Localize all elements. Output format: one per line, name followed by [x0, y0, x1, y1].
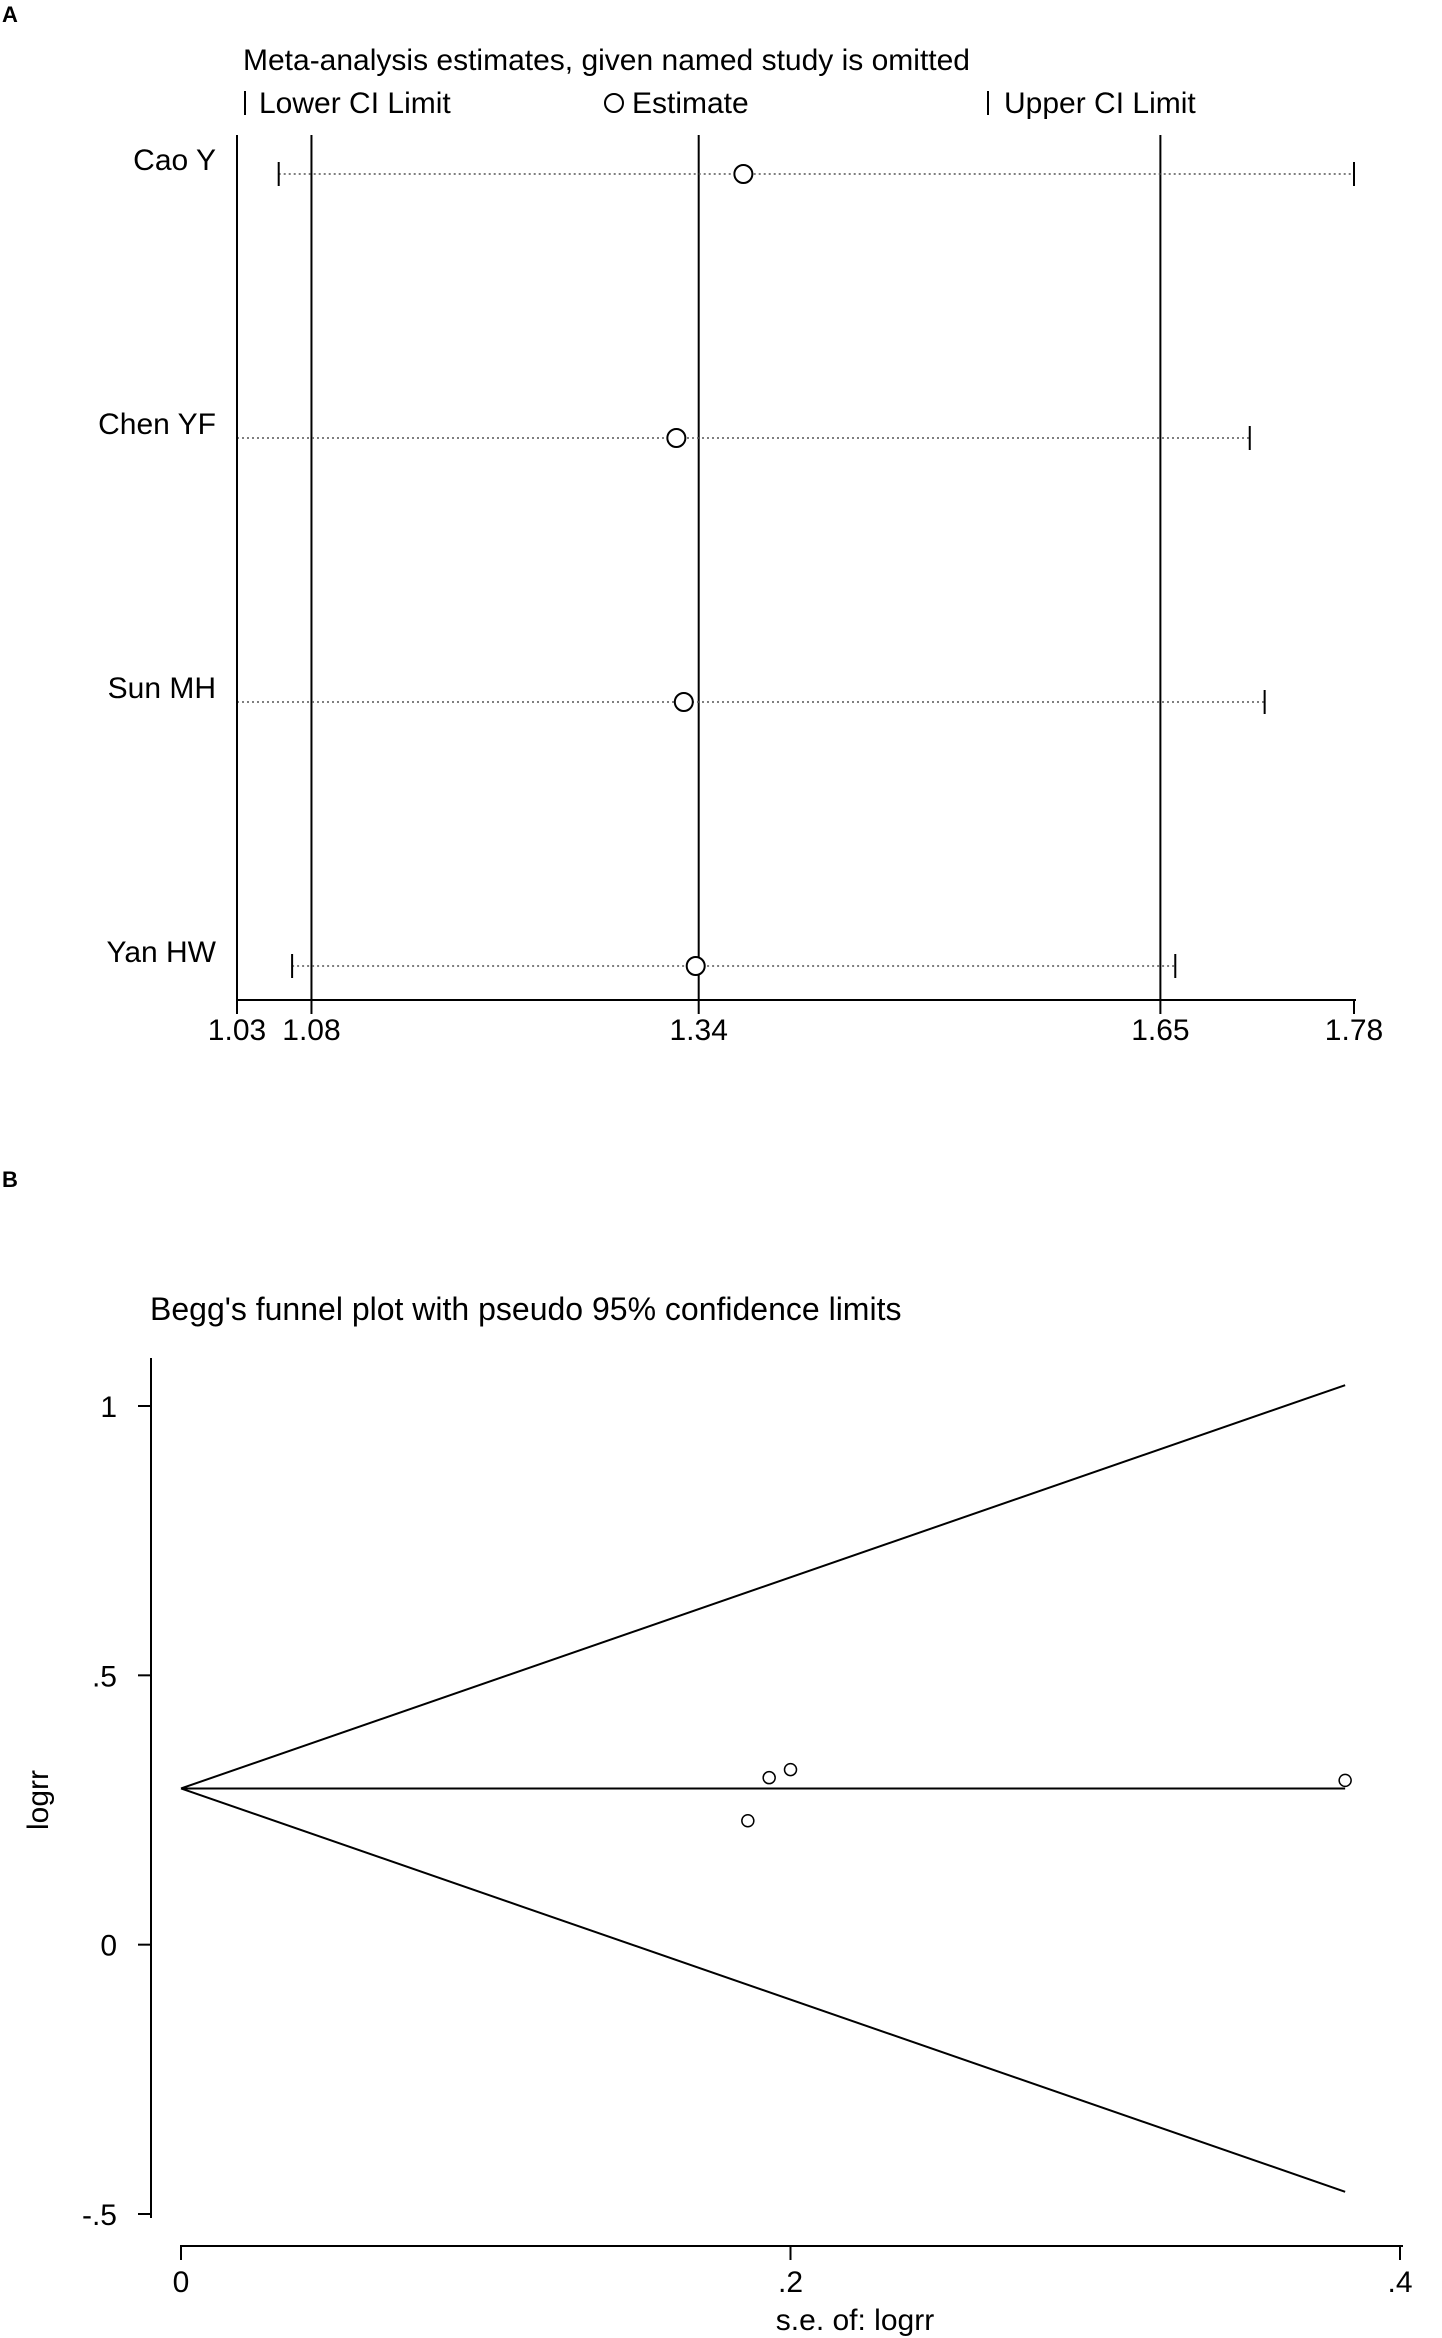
panel-a-x-ticks: 1.03 1.08 1.34 1.65 1.78	[208, 1000, 1383, 1047]
x-tick-label: 1.08	[282, 1014, 340, 1047]
panel-a-title: Meta-analysis estimates, given named stu…	[243, 44, 970, 77]
estimate-point	[673, 692, 694, 712]
panel-b-x-label: s.e. of: logrr	[776, 2304, 934, 2337]
panel-a-reference-lines	[310, 135, 1162, 1000]
y-tick-label: -.5	[82, 2199, 117, 2232]
panel-b-y-label: logrr	[22, 1770, 55, 1830]
y-tick-label: 1	[100, 1391, 117, 1424]
panel-b: B Begg's funnel plot with pseudo 95% con…	[2, 1167, 1413, 2337]
legend-upper-label: Upper CI Limit	[1004, 87, 1196, 120]
panel-b-y-ticks: -.5 0 .5 1	[82, 1391, 151, 2232]
panel-b-x-ticks: 0 .2 .4	[173, 2246, 1413, 2299]
lower-confidence-limit-line	[180, 1787, 1346, 2193]
upper-confidence-limit-line	[180, 1384, 1346, 1790]
study-point	[741, 1814, 755, 1828]
panel-letter-b: B	[2, 1167, 18, 1192]
x-tick-label: 1.65	[1131, 1014, 1189, 1047]
y-tick-label: .5	[92, 1660, 117, 1693]
study-point	[762, 1770, 776, 1785]
x-tick-label: 1.03	[208, 1014, 266, 1047]
study-row: Yan HW	[107, 936, 1177, 978]
x-tick-label: 0	[173, 2266, 190, 2299]
legend-lower-label: Lower CI Limit	[259, 87, 451, 120]
study-point	[783, 1762, 798, 1777]
estimate-point	[685, 956, 706, 976]
estimate-point	[666, 428, 687, 448]
study-row: Cao Y	[133, 144, 1355, 186]
panel-b-points	[741, 1762, 1352, 1828]
panel-a: A Meta-analysis estimates, given named s…	[2, 2, 1383, 1047]
study-label: Chen YF	[98, 408, 216, 441]
legend-estimate-marker	[604, 93, 624, 113]
legend-estimate-label: Estimate	[632, 87, 749, 120]
study-label: Cao Y	[133, 144, 216, 177]
x-tick-label: 1.78	[1325, 1014, 1383, 1047]
estimate-point	[733, 164, 754, 184]
x-tick-label: .4	[1387, 2266, 1412, 2299]
panel-a-legend: Lower CI Limit Estimate Upper CI Limit	[244, 87, 1196, 120]
panel-b-funnel-lines	[180, 1384, 1346, 2193]
panel-a-rows: Cao Y Chen YF Sun MH Yan HW	[98, 144, 1355, 978]
study-row: Chen YF	[98, 408, 1251, 450]
x-tick-label: 1.34	[669, 1014, 727, 1047]
study-label: Yan HW	[107, 936, 217, 969]
x-tick-label: .2	[778, 2266, 803, 2299]
panel-b-title: Begg's funnel plot with pseudo 95% confi…	[150, 1291, 901, 1327]
study-row: Sun MH	[108, 672, 1266, 714]
panel-letter-a: A	[2, 2, 18, 27]
study-point	[1338, 1773, 1352, 1788]
study-label: Sun MH	[108, 672, 216, 705]
y-tick-label: 0	[100, 1930, 117, 1963]
